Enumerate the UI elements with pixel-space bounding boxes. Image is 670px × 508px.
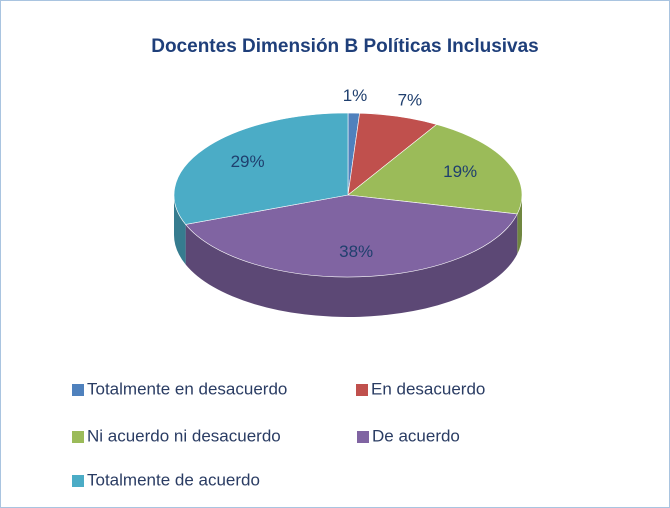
slice-side <box>185 214 518 318</box>
legend-swatch <box>72 431 84 443</box>
slice <box>173 112 349 225</box>
legend-label: Totalmente en desacuerdo <box>87 379 287 398</box>
data-label: 7% <box>398 91 423 110</box>
slice <box>347 124 523 215</box>
legend-swatch <box>72 475 84 487</box>
slice-side <box>174 195 186 265</box>
data-label: 1% <box>343 86 368 105</box>
legend-swatch <box>72 384 84 396</box>
legend-swatch <box>357 431 369 443</box>
chart-title: Docentes Dimensión B Políticas Inclusiva… <box>151 36 539 57</box>
data-label: 38% <box>339 242 373 261</box>
legend-swatch <box>356 384 368 396</box>
data-label: 19% <box>443 162 477 181</box>
slice <box>185 194 518 278</box>
legend-label: En desacuerdo <box>371 379 485 398</box>
data-label: 29% <box>231 152 265 171</box>
legend-label: Totalmente de acuerdo <box>87 470 260 489</box>
slice-side <box>517 195 522 255</box>
legend-label: Ni acuerdo ni desacuerdo <box>87 426 281 445</box>
legend-label: De acuerdo <box>372 426 460 445</box>
